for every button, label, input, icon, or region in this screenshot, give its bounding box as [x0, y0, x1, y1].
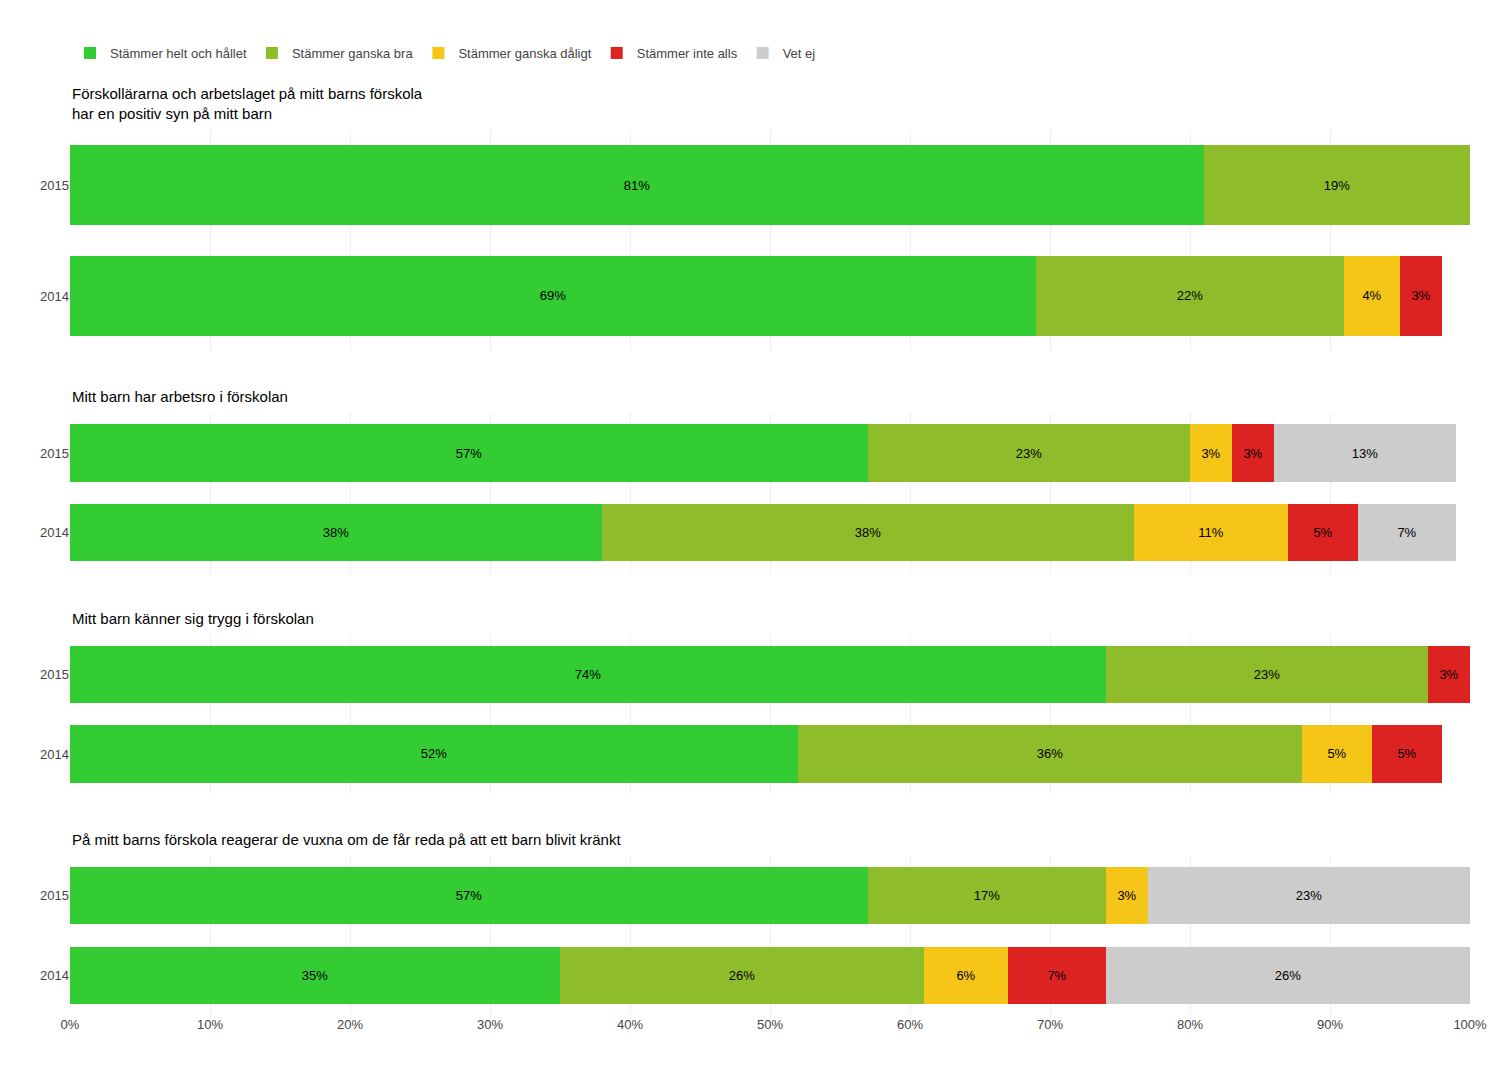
svg-text:Vet ej: Vet ej: [783, 46, 816, 61]
svg-text:52%: 52%: [421, 746, 447, 761]
svg-text:23%: 23%: [1016, 446, 1042, 461]
svg-text:35%: 35%: [302, 968, 328, 983]
svg-text:38%: 38%: [323, 525, 349, 540]
svg-text:57%: 57%: [456, 888, 482, 903]
svg-text:3%: 3%: [1117, 888, 1136, 903]
svg-text:90%: 90%: [1317, 1017, 1343, 1032]
svg-text:Mitt barn känner sig trygg i f: Mitt barn känner sig trygg i förskolan: [72, 610, 314, 627]
svg-text:17%: 17%: [974, 888, 1000, 903]
svg-text:60%: 60%: [897, 1017, 923, 1032]
svg-text:100%: 100%: [1453, 1017, 1487, 1032]
svg-text:23%: 23%: [1296, 888, 1322, 903]
svg-text:36%: 36%: [1037, 746, 1063, 761]
svg-text:40%: 40%: [617, 1017, 643, 1032]
svg-text:7%: 7%: [1397, 525, 1416, 540]
svg-text:3%: 3%: [1201, 446, 1220, 461]
svg-text:På mitt barns förskola reagera: På mitt barns förskola reagerar de vuxna…: [72, 831, 621, 848]
svg-text:2014: 2014: [40, 746, 69, 761]
svg-text:2014: 2014: [40, 525, 69, 540]
svg-text:2015: 2015: [40, 446, 69, 461]
svg-text:3%: 3%: [1411, 288, 1430, 303]
svg-text:7%: 7%: [1047, 968, 1066, 983]
svg-text:2014: 2014: [40, 288, 69, 303]
svg-text:26%: 26%: [729, 968, 755, 983]
svg-text:50%: 50%: [757, 1017, 783, 1032]
svg-text:5%: 5%: [1397, 746, 1416, 761]
svg-text:30%: 30%: [477, 1017, 503, 1032]
svg-text:5%: 5%: [1313, 525, 1332, 540]
svg-text:2014: 2014: [40, 968, 69, 983]
svg-text:3%: 3%: [1243, 446, 1262, 461]
svg-text:13%: 13%: [1352, 446, 1378, 461]
svg-text:2015: 2015: [40, 888, 69, 903]
svg-text:69%: 69%: [540, 288, 566, 303]
svg-text:3%: 3%: [1439, 667, 1458, 682]
svg-text:81%: 81%: [624, 178, 650, 193]
svg-text:80%: 80%: [1177, 1017, 1203, 1032]
svg-text:11%: 11%: [1198, 525, 1223, 540]
svg-text:Stämmer helt och hållet: Stämmer helt och hållet: [110, 46, 247, 61]
svg-text:0%: 0%: [61, 1017, 80, 1032]
svg-text:38%: 38%: [855, 525, 881, 540]
svg-text:10%: 10%: [197, 1017, 223, 1032]
svg-text:6%: 6%: [956, 968, 975, 983]
svg-text:2015: 2015: [40, 178, 69, 193]
svg-text:57%: 57%: [456, 446, 482, 461]
svg-text:70%: 70%: [1037, 1017, 1063, 1032]
svg-text:Förskollärarna och arbetslaget: Förskollärarna och arbetslaget på mitt b…: [72, 85, 423, 122]
svg-text:5%: 5%: [1327, 746, 1346, 761]
svg-text:19%: 19%: [1324, 178, 1350, 193]
svg-text:2015: 2015: [40, 667, 69, 682]
svg-text:74%: 74%: [575, 667, 601, 682]
svg-text:20%: 20%: [337, 1017, 363, 1032]
svg-text:4%: 4%: [1362, 288, 1381, 303]
svg-text:Stämmer ganska bra: Stämmer ganska bra: [292, 46, 413, 61]
svg-text:26%: 26%: [1275, 968, 1301, 983]
svg-text:22%: 22%: [1177, 288, 1203, 303]
svg-text:23%: 23%: [1254, 667, 1280, 682]
svg-text:Stämmer ganska dåligt: Stämmer ganska dåligt: [458, 46, 591, 61]
svg-text:Mitt barn har arbetsro i försk: Mitt barn har arbetsro i förskolan: [72, 388, 288, 405]
svg-text:Stämmer inte alls: Stämmer inte alls: [637, 46, 738, 61]
